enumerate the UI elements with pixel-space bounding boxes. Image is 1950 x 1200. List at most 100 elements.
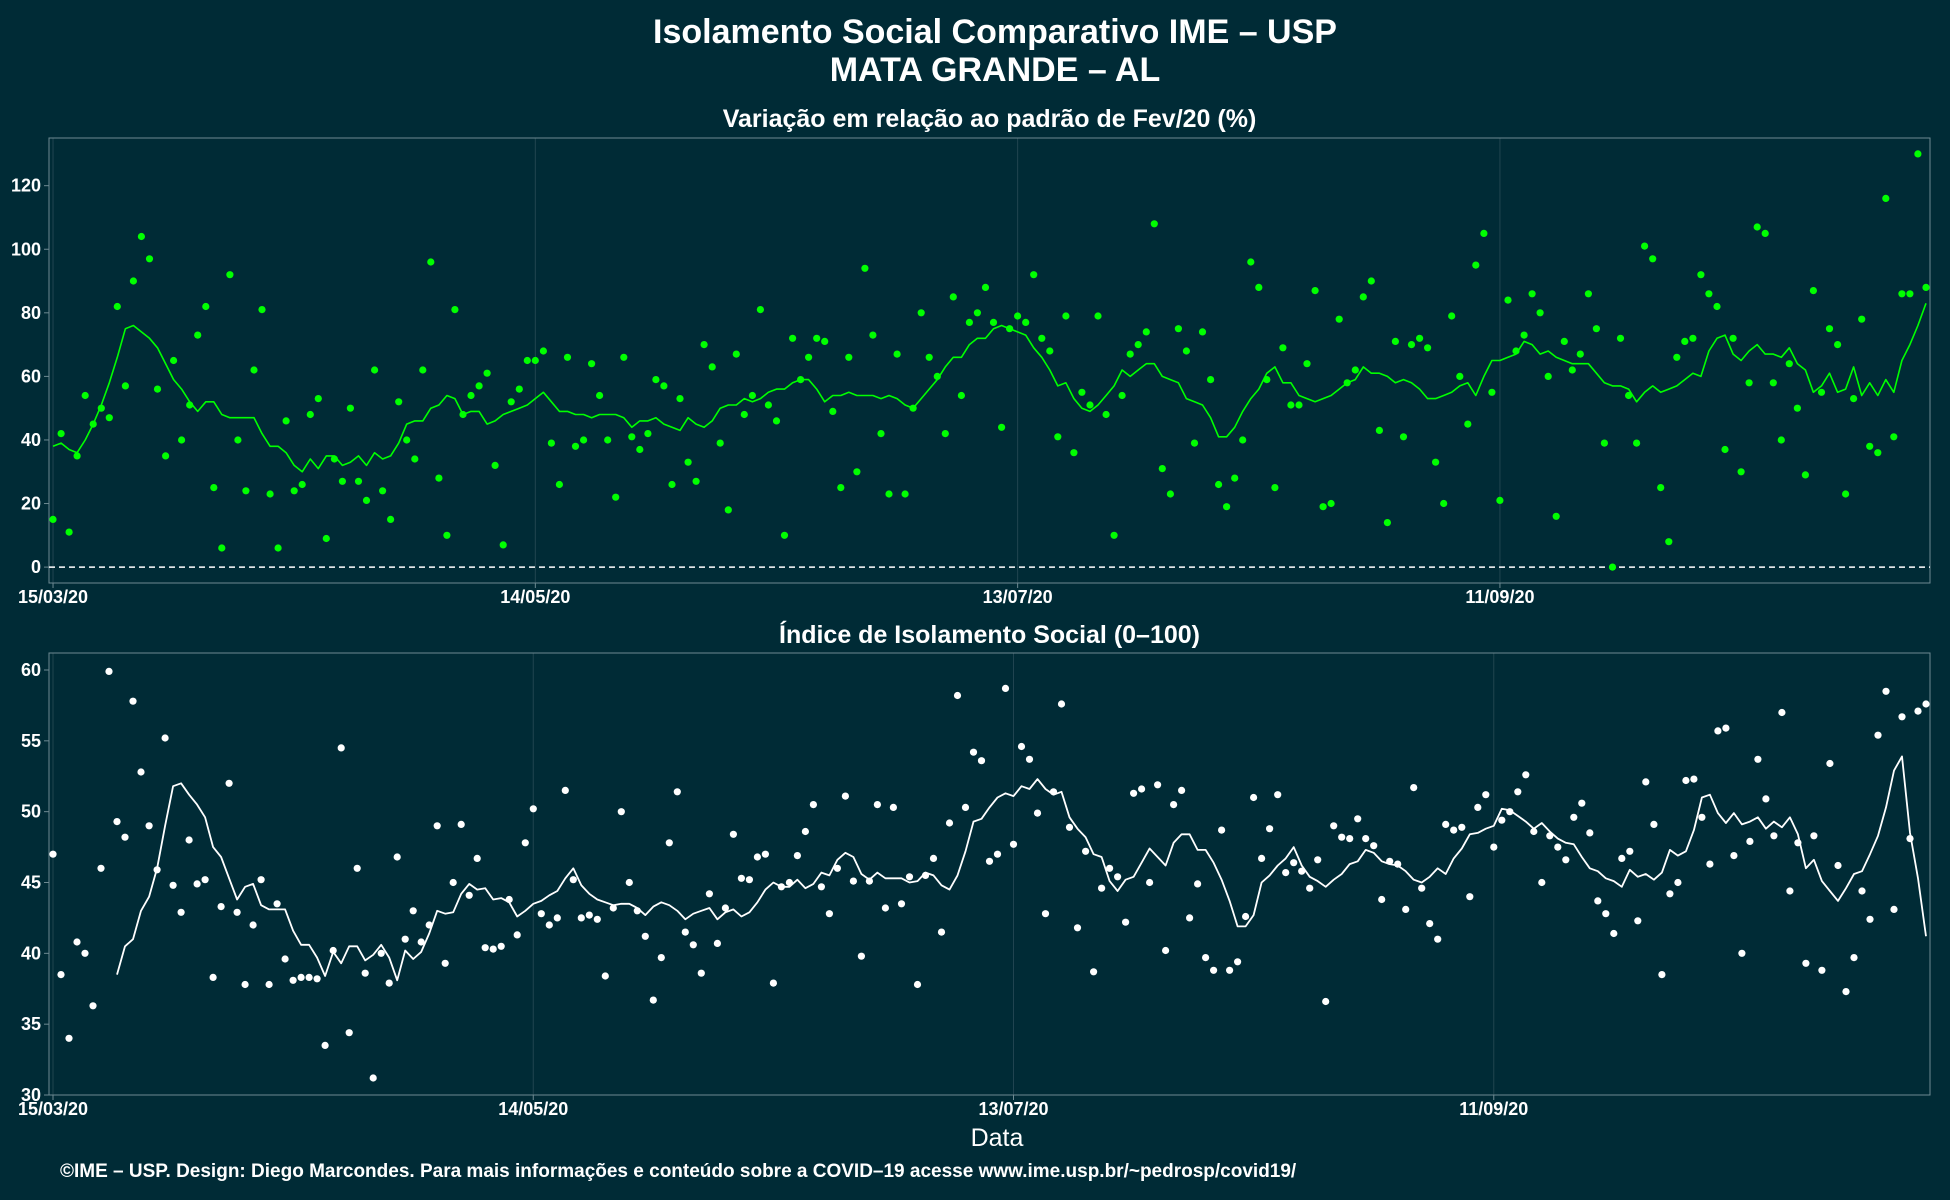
data-point	[949, 293, 957, 301]
data-point	[489, 945, 497, 953]
x-tick-label: 15/03/20	[18, 1099, 88, 1119]
panel-variation: Variação em relação ao padrão de Fev/20 …	[11, 105, 1931, 607]
data-point	[713, 939, 722, 948]
data-point	[345, 1029, 353, 1037]
data-point	[194, 331, 202, 339]
data-point	[1303, 360, 1311, 368]
data-point	[449, 878, 457, 887]
data-point	[121, 833, 129, 841]
data-point	[1608, 563, 1617, 571]
data-point	[427, 258, 435, 266]
data-point	[1346, 835, 1354, 843]
data-point	[1825, 325, 1834, 333]
data-point	[1122, 918, 1130, 926]
data-point	[1226, 966, 1234, 974]
panel-isolation-index: Índice de Isolamento Social (0–100) 15/03…	[18, 620, 1931, 1119]
data-point	[977, 757, 986, 765]
data-point	[193, 880, 201, 888]
data-point	[1279, 344, 1287, 352]
data-point	[885, 490, 893, 498]
data-point	[242, 487, 250, 495]
data-point	[1170, 801, 1178, 809]
data-point	[1118, 391, 1126, 400]
data-point	[1649, 255, 1657, 263]
data-point	[1456, 372, 1464, 380]
data-point	[409, 907, 417, 915]
data-point	[1370, 842, 1378, 850]
data-point	[1102, 410, 1110, 419]
data-point	[177, 908, 185, 916]
data-point	[1498, 816, 1506, 824]
data-point	[1402, 905, 1410, 914]
data-point	[1626, 847, 1634, 855]
data-point	[697, 969, 705, 977]
data-point	[1714, 727, 1722, 735]
data-point	[497, 942, 505, 950]
data-point	[1514, 788, 1522, 796]
data-point	[465, 891, 473, 899]
data-point	[105, 414, 113, 422]
data-point	[1698, 813, 1706, 821]
data-point	[1186, 914, 1194, 922]
data-point	[1295, 401, 1303, 409]
data-point	[981, 283, 990, 291]
data-point	[937, 928, 946, 936]
data-point	[153, 385, 162, 393]
data-point	[81, 391, 89, 400]
data-point	[1134, 341, 1142, 349]
data-point	[1166, 490, 1174, 498]
data-point	[617, 808, 625, 816]
data-point	[620, 353, 628, 361]
data-point	[314, 395, 322, 403]
data-point	[201, 876, 209, 884]
data-point	[829, 407, 837, 415]
data-point	[571, 442, 580, 450]
data-point	[1258, 854, 1266, 863]
data-point	[1922, 283, 1930, 291]
data-point	[129, 277, 137, 285]
data-point	[89, 1002, 97, 1010]
data-point	[1038, 334, 1046, 342]
data-point	[329, 946, 337, 955]
data-point	[705, 890, 714, 898]
data-point	[1562, 856, 1570, 864]
data-point	[1610, 929, 1618, 938]
data-point	[1314, 856, 1322, 864]
data-point	[1255, 283, 1263, 291]
data-point	[1641, 242, 1649, 250]
data-point	[817, 883, 826, 891]
data-point	[49, 515, 57, 524]
y-tick-label: 20	[21, 494, 41, 514]
data-point	[338, 477, 346, 485]
data-point	[780, 531, 789, 539]
data-point	[673, 788, 681, 796]
data-point	[537, 910, 545, 918]
data-point	[1062, 312, 1070, 320]
data-point	[716, 439, 724, 447]
data-point	[604, 436, 612, 444]
data-point	[1705, 290, 1713, 298]
data-point	[813, 334, 821, 342]
data-point	[973, 309, 982, 317]
data-point	[161, 734, 169, 742]
data-point	[1362, 835, 1370, 843]
data-point	[1198, 328, 1207, 336]
data-point	[969, 748, 978, 756]
data-point	[740, 410, 748, 419]
data-point	[1442, 820, 1450, 829]
data-point	[961, 803, 970, 812]
data-point	[1150, 220, 1158, 228]
data-point	[481, 944, 489, 952]
data-point	[1793, 404, 1801, 412]
data-point	[1250, 793, 1258, 802]
data-point	[1522, 771, 1530, 779]
data-point	[1378, 895, 1386, 904]
data-point	[507, 398, 515, 406]
plot-frame	[48, 137, 1931, 584]
data-point	[1480, 229, 1488, 237]
data-point	[1520, 331, 1528, 339]
data-point	[401, 935, 409, 943]
data-point	[1682, 776, 1690, 785]
panel-title: Variação em relação ao padrão de Fev/20 …	[723, 105, 1257, 133]
